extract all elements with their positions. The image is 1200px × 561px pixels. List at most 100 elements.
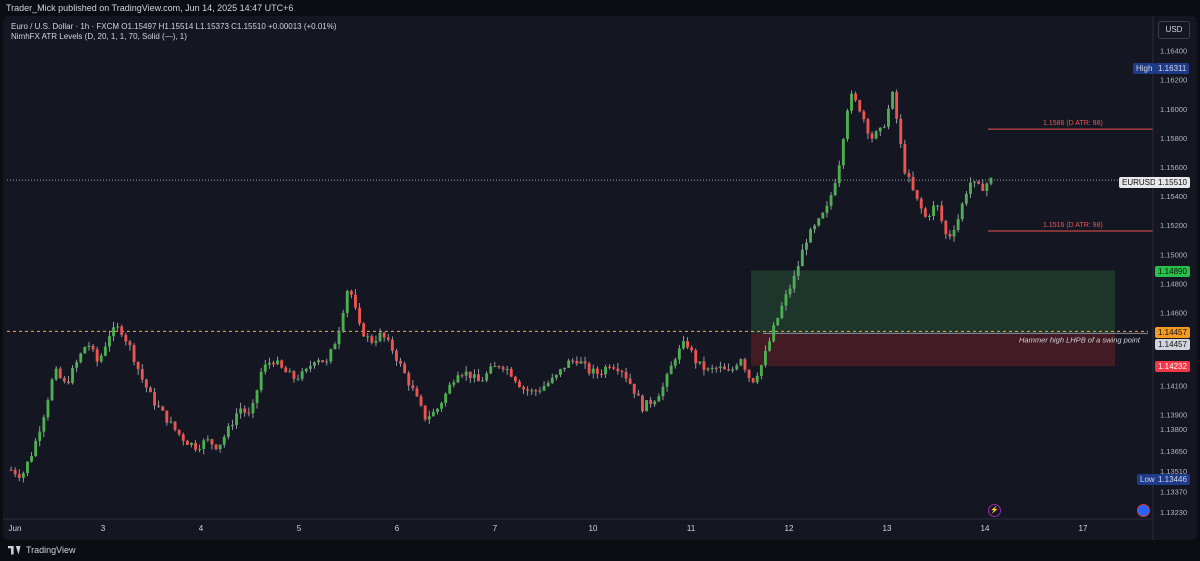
candle bbox=[690, 345, 694, 353]
demand-zone bbox=[751, 270, 1115, 334]
candle-body bbox=[181, 434, 185, 441]
candle-body bbox=[472, 374, 476, 379]
candle bbox=[333, 341, 337, 350]
candle bbox=[358, 303, 361, 326]
candle bbox=[124, 332, 128, 346]
candle-body bbox=[75, 362, 79, 368]
candle-body bbox=[112, 327, 115, 337]
publish-bar: Trader_Mick published on TradingView.com… bbox=[0, 0, 1200, 16]
candle-body bbox=[764, 350, 767, 366]
candle bbox=[731, 366, 735, 373]
candle-body bbox=[308, 365, 312, 369]
candle bbox=[718, 361, 722, 373]
candle-body bbox=[882, 126, 886, 128]
time-tick-label: 13 bbox=[883, 524, 892, 533]
candle-body bbox=[641, 395, 644, 412]
candle bbox=[345, 289, 349, 318]
candle-body bbox=[874, 131, 878, 139]
candle-body bbox=[419, 396, 423, 406]
currency-button[interactable]: USD bbox=[1158, 21, 1190, 39]
candle bbox=[636, 389, 640, 396]
candle-body bbox=[468, 371, 472, 379]
candle-body bbox=[747, 369, 751, 379]
candle bbox=[304, 367, 308, 374]
candle-body bbox=[887, 108, 890, 127]
candle bbox=[202, 438, 206, 455]
candle bbox=[928, 214, 931, 221]
price-tick-label: 1.14100 bbox=[1160, 381, 1187, 390]
candle bbox=[575, 356, 579, 367]
candle bbox=[813, 223, 817, 234]
candle bbox=[288, 368, 292, 373]
candle bbox=[723, 363, 726, 370]
candle bbox=[542, 380, 546, 392]
candle bbox=[727, 363, 730, 372]
candle-body bbox=[682, 341, 685, 349]
candle bbox=[944, 219, 948, 239]
candle-body bbox=[99, 355, 103, 362]
candle bbox=[497, 365, 501, 370]
candle bbox=[325, 358, 329, 366]
time-tick-label: 5 bbox=[297, 524, 302, 533]
candle-body bbox=[349, 290, 353, 295]
candle-body bbox=[239, 408, 243, 414]
candle-body bbox=[50, 379, 54, 401]
candle-body bbox=[493, 366, 497, 368]
zone-bottom-tag: 1.14232 bbox=[1155, 361, 1190, 372]
candle-body bbox=[706, 368, 710, 370]
candle bbox=[99, 353, 103, 364]
candle-body bbox=[854, 93, 858, 101]
candle-body bbox=[325, 361, 329, 363]
candle bbox=[472, 369, 476, 383]
candle-body bbox=[288, 371, 292, 373]
candle-body bbox=[477, 374, 480, 382]
candle bbox=[79, 352, 83, 364]
candle bbox=[440, 401, 443, 412]
time-tick-label: 17 bbox=[1079, 524, 1088, 533]
candle bbox=[620, 369, 624, 378]
lightning-icon[interactable]: ⚡ bbox=[988, 504, 1001, 517]
candle bbox=[247, 407, 251, 417]
candle-body bbox=[108, 336, 111, 347]
candle-body bbox=[813, 225, 817, 230]
candle bbox=[714, 366, 718, 373]
candle bbox=[682, 335, 685, 350]
candle bbox=[423, 405, 427, 422]
candle-body bbox=[714, 367, 718, 369]
chart-pane[interactable]: 1.1586 (D ATR: 98) 1.1516 (D ATR: 98) Hamm… bbox=[3, 16, 1197, 540]
candle bbox=[784, 290, 788, 311]
tradingview-logo[interactable]: TradingView bbox=[8, 545, 76, 555]
candle-body bbox=[358, 307, 361, 324]
line-level-tag: 1.14457 bbox=[1155, 339, 1190, 350]
candle bbox=[116, 322, 120, 331]
candle-body bbox=[177, 429, 181, 435]
risk-zone bbox=[751, 333, 1115, 367]
price-tick-label: 1.14800 bbox=[1160, 279, 1187, 288]
candle bbox=[772, 322, 776, 343]
candle bbox=[235, 408, 238, 429]
candle bbox=[587, 361, 591, 376]
candle bbox=[169, 416, 173, 424]
candle-body bbox=[452, 382, 456, 385]
candle bbox=[112, 321, 115, 342]
candle-body bbox=[374, 340, 378, 343]
candle bbox=[144, 378, 148, 393]
candle-body bbox=[267, 362, 271, 365]
candle-body bbox=[337, 331, 341, 345]
candle bbox=[292, 370, 296, 383]
candle bbox=[809, 227, 812, 243]
candle bbox=[485, 371, 489, 383]
candle bbox=[518, 379, 521, 388]
candle-body bbox=[956, 219, 960, 230]
candle bbox=[563, 367, 566, 372]
candle bbox=[218, 444, 222, 453]
candle bbox=[276, 356, 279, 366]
region-flag-icon[interactable] bbox=[1137, 504, 1150, 517]
chart-canvas[interactable]: 1.1586 (D ATR: 98) 1.1516 (D ATR: 98) Hamm… bbox=[3, 16, 1197, 540]
candle bbox=[243, 405, 247, 417]
candle-body bbox=[858, 100, 862, 112]
candle bbox=[395, 348, 398, 366]
candle-body bbox=[17, 474, 21, 478]
candle-body bbox=[550, 377, 554, 383]
candle bbox=[538, 386, 542, 394]
